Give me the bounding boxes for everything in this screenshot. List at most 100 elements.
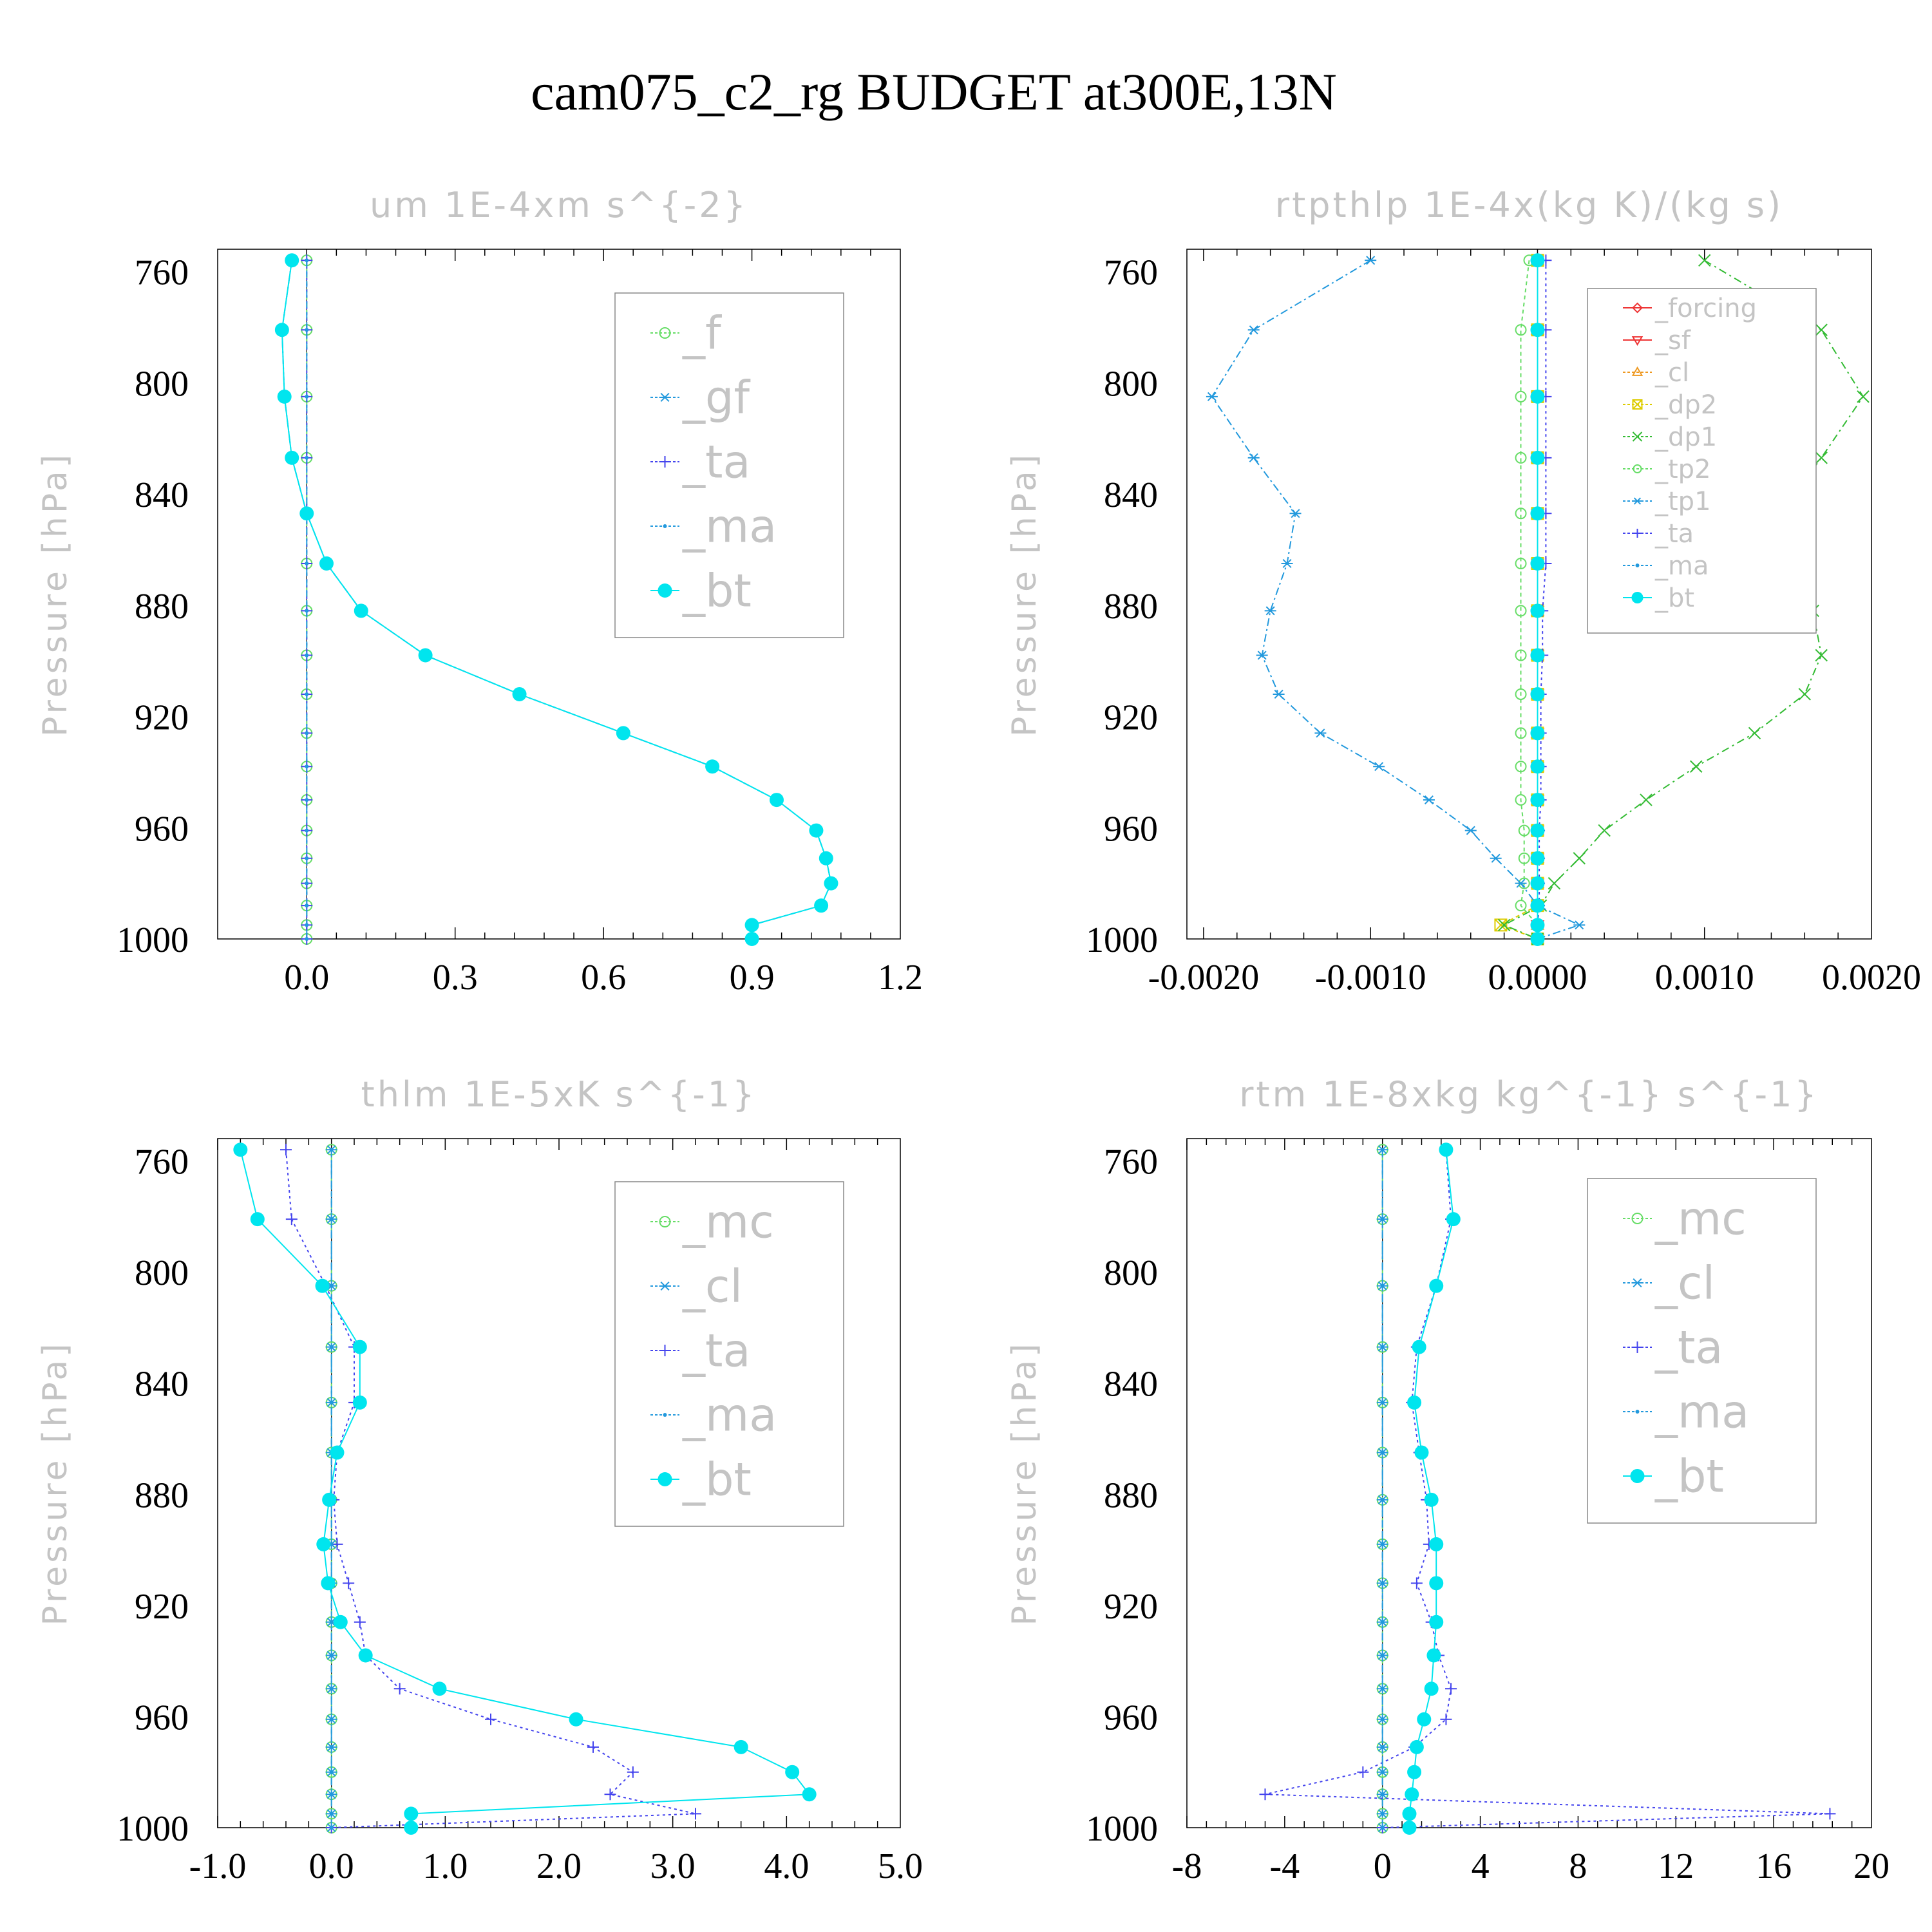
data-point [1815, 451, 1828, 464]
legend-label: _bt [682, 565, 752, 618]
plot-frame [1186, 249, 1872, 940]
legend-marker [1633, 529, 1642, 538]
y-tick-label: 920 [135, 1587, 189, 1627]
x-tick-label: -8 [1172, 1846, 1202, 1886]
y-tick-label: 920 [1104, 1587, 1158, 1627]
data-point [305, 258, 309, 263]
data-point [305, 937, 309, 941]
data-point [305, 904, 309, 908]
y-tick-label: 920 [1104, 698, 1158, 738]
data-point [1640, 793, 1653, 806]
data-point [305, 764, 309, 769]
legend: _f _gf _ta _ma _bt [614, 292, 844, 638]
y-tick-label: 840 [1104, 475, 1158, 515]
legend-box [1587, 1178, 1817, 1524]
x-tick-label: 2.0 [536, 1846, 582, 1886]
series-tp1 [1206, 256, 1586, 944]
data-point [1273, 689, 1285, 699]
data-point [616, 726, 630, 741]
x-tick-label: 4 [1472, 1846, 1490, 1886]
data-point [1515, 557, 1527, 569]
data-point [604, 1788, 616, 1801]
data-point [1515, 878, 1527, 888]
y-axis-label: Pressure [hPa] [1005, 451, 1044, 737]
data-point [1573, 920, 1586, 930]
x-tick-label: 0.0020 [1822, 958, 1921, 998]
data-point [1380, 1812, 1385, 1816]
data-point [1424, 1492, 1439, 1507]
data-point [1380, 1620, 1385, 1624]
series-ma [1380, 1148, 1385, 1830]
plot-frame [217, 249, 901, 940]
data-point [1206, 392, 1218, 401]
legend: _mc _cl _ta _ma _bt [614, 1181, 844, 1527]
data-point [1530, 603, 1545, 618]
data-point [1515, 761, 1527, 773]
series-ma [329, 1148, 334, 1830]
x-tick-label: 1.0 [422, 1846, 468, 1886]
data-point [329, 1792, 334, 1797]
legend-label: _cl [682, 1260, 743, 1313]
data-point [329, 1745, 334, 1749]
legend-label: _tp1 [1654, 487, 1711, 516]
data-point [305, 455, 309, 460]
legend: _mc _cl _ta _ma _bt [1587, 1178, 1817, 1524]
data-point [1365, 256, 1377, 265]
series-ta [1531, 254, 1552, 945]
data-point [322, 1492, 337, 1507]
x-tick-label: 0.3 [433, 958, 478, 998]
data-point [1530, 898, 1545, 913]
data-point [1429, 1537, 1444, 1551]
data-point [1530, 823, 1545, 838]
y-tick-label: 1000 [117, 920, 189, 960]
plot-frame [1186, 1138, 1872, 1828]
x-tick-label: 12 [1658, 1846, 1694, 1886]
data-point [1402, 1806, 1417, 1821]
x-tick-label: -1.0 [189, 1846, 247, 1886]
legend-label: _mc [1654, 1193, 1747, 1245]
panel-title: rtm 1E-8xkg kg^{-1} s^{-1} [1239, 1074, 1819, 1115]
data-point [1515, 451, 1527, 464]
data-point [1445, 1683, 1457, 1695]
data-point [1380, 1542, 1385, 1546]
data-point [1530, 759, 1545, 774]
data-point [1412, 1340, 1426, 1354]
legend-label: _ta [1654, 519, 1694, 549]
y-tick-label: 840 [135, 475, 189, 515]
data-point [1518, 824, 1530, 837]
x-tick-label: 5.0 [878, 1846, 923, 1886]
data-point [512, 687, 527, 701]
data-point [418, 648, 433, 663]
data-point [1518, 852, 1530, 864]
y-tick-label: 1000 [117, 1809, 189, 1849]
data-point [1380, 1283, 1385, 1288]
data-point [802, 1787, 817, 1802]
x-tick-label: 0.0010 [1655, 958, 1754, 998]
y-axis-label: Pressure [hPa] [36, 1341, 75, 1626]
legend-label: _f [682, 307, 722, 360]
data-point [824, 876, 838, 891]
data-point [1380, 1450, 1385, 1455]
data-point [1409, 1739, 1424, 1754]
x-tick-label: 0 [1374, 1846, 1392, 1886]
series-ma [305, 258, 309, 941]
series-tp2 [1515, 254, 1544, 945]
legend-marker [659, 1216, 671, 1227]
data-point [305, 653, 309, 658]
legend-marker [1635, 1410, 1640, 1414]
data-point [329, 1826, 334, 1830]
data-point [305, 798, 309, 802]
data-point [329, 1717, 334, 1721]
data-point [734, 1739, 748, 1754]
data-point [299, 506, 314, 521]
data-point [1530, 851, 1545, 866]
x-tick-label: 16 [1756, 1846, 1792, 1886]
y-tick-label: 800 [1104, 364, 1158, 404]
data-point [1407, 1765, 1422, 1779]
data-point [1440, 1713, 1452, 1725]
y-tick-label: 960 [135, 1698, 189, 1738]
legend-marker [658, 583, 672, 598]
data-point [352, 1340, 367, 1354]
data-point [1530, 793, 1545, 808]
data-point [1530, 726, 1545, 741]
